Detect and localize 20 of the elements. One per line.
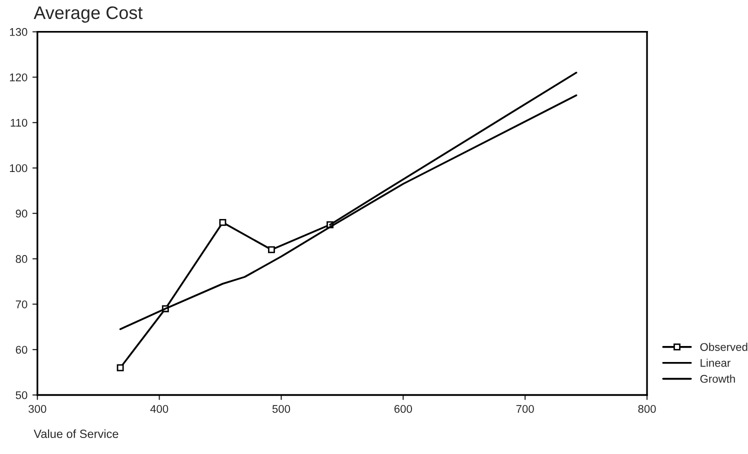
y-tick-label: 120 <box>10 73 28 82</box>
y-tick-label: 70 <box>16 300 28 308</box>
y-tick-label: 60 <box>16 346 28 354</box>
legend-label: Growth <box>700 374 735 383</box>
y-tick-label: 110 <box>10 118 28 127</box>
y-tick-label: 80 <box>16 255 28 263</box>
x-tick-label: 700 <box>516 404 534 413</box>
legend-label: Linear <box>700 358 730 367</box>
x-tick-label: 800 <box>638 404 656 413</box>
x-tick-label: 400 <box>150 404 168 413</box>
y-tick-label: 50 <box>16 391 28 400</box>
x-tick-label: 500 <box>272 404 290 413</box>
x-axis-title: Value of Service <box>34 429 118 438</box>
y-tick-label: 130 <box>10 28 28 36</box>
legend-label: Observed <box>700 342 748 351</box>
x-tick-label: 600 <box>394 404 412 413</box>
chart-title: Average Cost <box>34 6 143 23</box>
y-tick-label: 100 <box>10 164 28 172</box>
x-tick-label: 300 <box>28 404 46 413</box>
y-tick-label: 90 <box>16 210 28 218</box>
